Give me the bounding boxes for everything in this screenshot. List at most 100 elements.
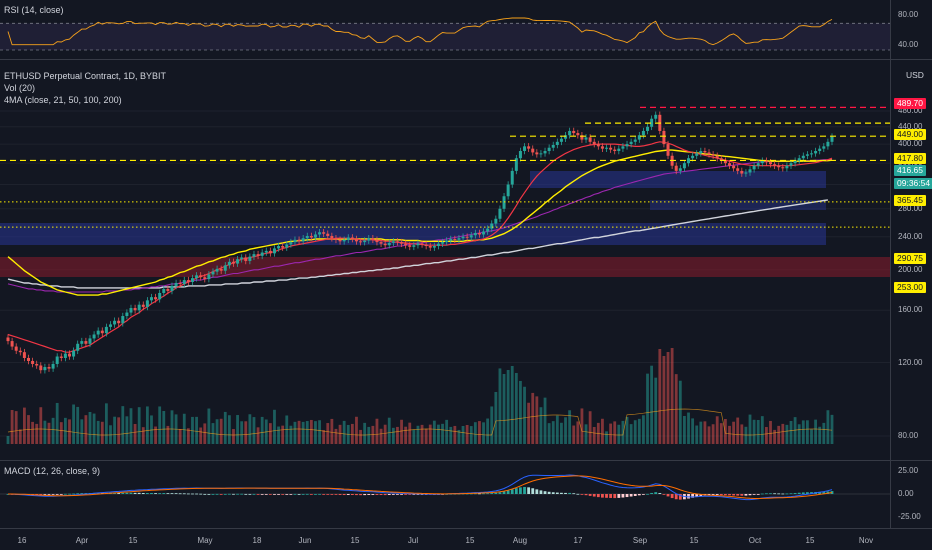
macd-histogram-bar bbox=[650, 492, 654, 494]
macd-histogram-bar bbox=[240, 493, 244, 495]
macd-histogram-bar bbox=[137, 492, 141, 494]
volume-bar bbox=[646, 373, 649, 444]
volume-bar bbox=[437, 424, 440, 444]
price-level-tag[interactable]: 489.70 bbox=[894, 98, 926, 109]
volume-bar bbox=[289, 425, 293, 444]
macd-histogram-bar bbox=[551, 492, 555, 494]
candle-body bbox=[818, 148, 822, 152]
volume-bar bbox=[236, 415, 239, 444]
ma-indicator-title[interactable]: 4MA (close, 21, 50, 100, 200) bbox=[4, 95, 122, 105]
volume-bar bbox=[76, 406, 80, 444]
candle-body bbox=[22, 352, 26, 358]
macd-histogram-bar bbox=[576, 493, 580, 495]
volume-bar bbox=[650, 365, 654, 444]
time-axis-tick: Apr bbox=[75, 536, 89, 545]
volume-bar bbox=[617, 424, 621, 444]
volume-bar bbox=[314, 421, 317, 444]
volume-bar bbox=[732, 421, 736, 444]
candle-body bbox=[760, 160, 764, 164]
demand-zone bbox=[0, 257, 890, 277]
price-level-tag[interactable]: 365.45 bbox=[894, 195, 926, 206]
rsi-title[interactable]: RSI (14, close) bbox=[4, 5, 64, 15]
volume-bar bbox=[223, 411, 227, 444]
volume-bar bbox=[576, 421, 580, 444]
price-level-tag[interactable]: 290.75 bbox=[894, 253, 926, 264]
volume-bar bbox=[482, 422, 485, 444]
symbol-title[interactable]: ETHUSD Perpetual Contract, 1D, BYBIT bbox=[4, 71, 167, 81]
volume-bar bbox=[568, 410, 572, 444]
macd-histogram-bar bbox=[781, 493, 785, 495]
price-level-tag[interactable]: 449.00 bbox=[894, 129, 926, 140]
candle-body bbox=[408, 245, 412, 247]
candle-body bbox=[810, 153, 814, 155]
macd-histogram-bar bbox=[297, 493, 301, 495]
volume-bar bbox=[531, 392, 535, 444]
candle-body bbox=[617, 148, 621, 152]
candle-body bbox=[592, 141, 596, 145]
candle-body bbox=[625, 144, 629, 147]
rsi-line bbox=[7, 17, 833, 46]
macd-histogram-bar bbox=[260, 494, 264, 495]
price-level-tag[interactable]: 417.80 bbox=[894, 153, 926, 164]
candle-body bbox=[236, 259, 240, 264]
candle-body bbox=[350, 237, 354, 240]
volume-bar bbox=[625, 417, 629, 444]
volume-bar bbox=[572, 425, 576, 444]
volume-bar bbox=[59, 422, 63, 444]
volume-bar bbox=[605, 431, 608, 444]
volume-bar bbox=[342, 420, 346, 444]
volume-bar bbox=[822, 422, 826, 444]
macd-histogram-bar bbox=[596, 494, 600, 498]
candle-body bbox=[469, 235, 473, 238]
candle-body bbox=[72, 350, 76, 357]
candle-body bbox=[80, 341, 84, 344]
macd-histogram-bar bbox=[605, 494, 608, 498]
volume-bar bbox=[810, 429, 813, 444]
volume-bar bbox=[391, 427, 395, 444]
macd-histogram-bar bbox=[601, 494, 604, 498]
macd-histogram-bar bbox=[670, 494, 674, 499]
macd-histogram-bar bbox=[494, 492, 498, 494]
time-axis-tick: Jun bbox=[298, 536, 312, 545]
candle-body bbox=[596, 144, 600, 147]
candle-body bbox=[805, 154, 809, 156]
candle-body bbox=[629, 141, 633, 145]
candle-body bbox=[383, 243, 387, 246]
price-level-tag[interactable]: 253.00 bbox=[894, 282, 926, 293]
pane-separator[interactable] bbox=[0, 460, 932, 461]
volume-indicator-title[interactable]: Vol (20) bbox=[4, 83, 36, 93]
candle-body bbox=[334, 238, 338, 240]
candle-body bbox=[650, 118, 654, 127]
price-level-tag[interactable]: 09:36:54 bbox=[894, 178, 932, 189]
time-axis-tick: 15 bbox=[465, 536, 475, 545]
candle-body bbox=[736, 168, 740, 171]
volume-bar bbox=[133, 424, 137, 444]
macd-histogram-bar bbox=[318, 493, 321, 495]
time-axis-tick: 18 bbox=[252, 536, 262, 545]
volume-bar bbox=[785, 424, 789, 444]
candle-body bbox=[203, 277, 207, 280]
macd-histogram-bar bbox=[289, 494, 293, 495]
volume-bar bbox=[219, 418, 223, 444]
macd-histogram-bar bbox=[822, 491, 826, 494]
volume-bar bbox=[117, 417, 121, 444]
candle-body bbox=[547, 147, 551, 152]
macd-histogram-bar bbox=[63, 493, 67, 495]
candle-body bbox=[231, 261, 235, 264]
range-zone bbox=[530, 171, 826, 188]
macd-histogram-bar bbox=[47, 494, 51, 495]
candle-body bbox=[506, 184, 510, 197]
pane-separator[interactable] bbox=[0, 59, 932, 60]
volume-bar bbox=[80, 419, 84, 444]
macd-title[interactable]: MACD (12, 26, close, 9) bbox=[4, 466, 101, 476]
macd-histogram-bar bbox=[338, 494, 342, 495]
candle-body bbox=[523, 146, 527, 152]
candle-body bbox=[457, 238, 461, 240]
volume-bar bbox=[502, 374, 506, 444]
macd-histogram-bar bbox=[170, 493, 174, 495]
candle-body bbox=[6, 337, 10, 342]
macd-histogram-bar bbox=[277, 494, 280, 495]
price-level-tag[interactable]: 416.65 bbox=[894, 165, 926, 176]
volume-bar bbox=[699, 421, 703, 444]
